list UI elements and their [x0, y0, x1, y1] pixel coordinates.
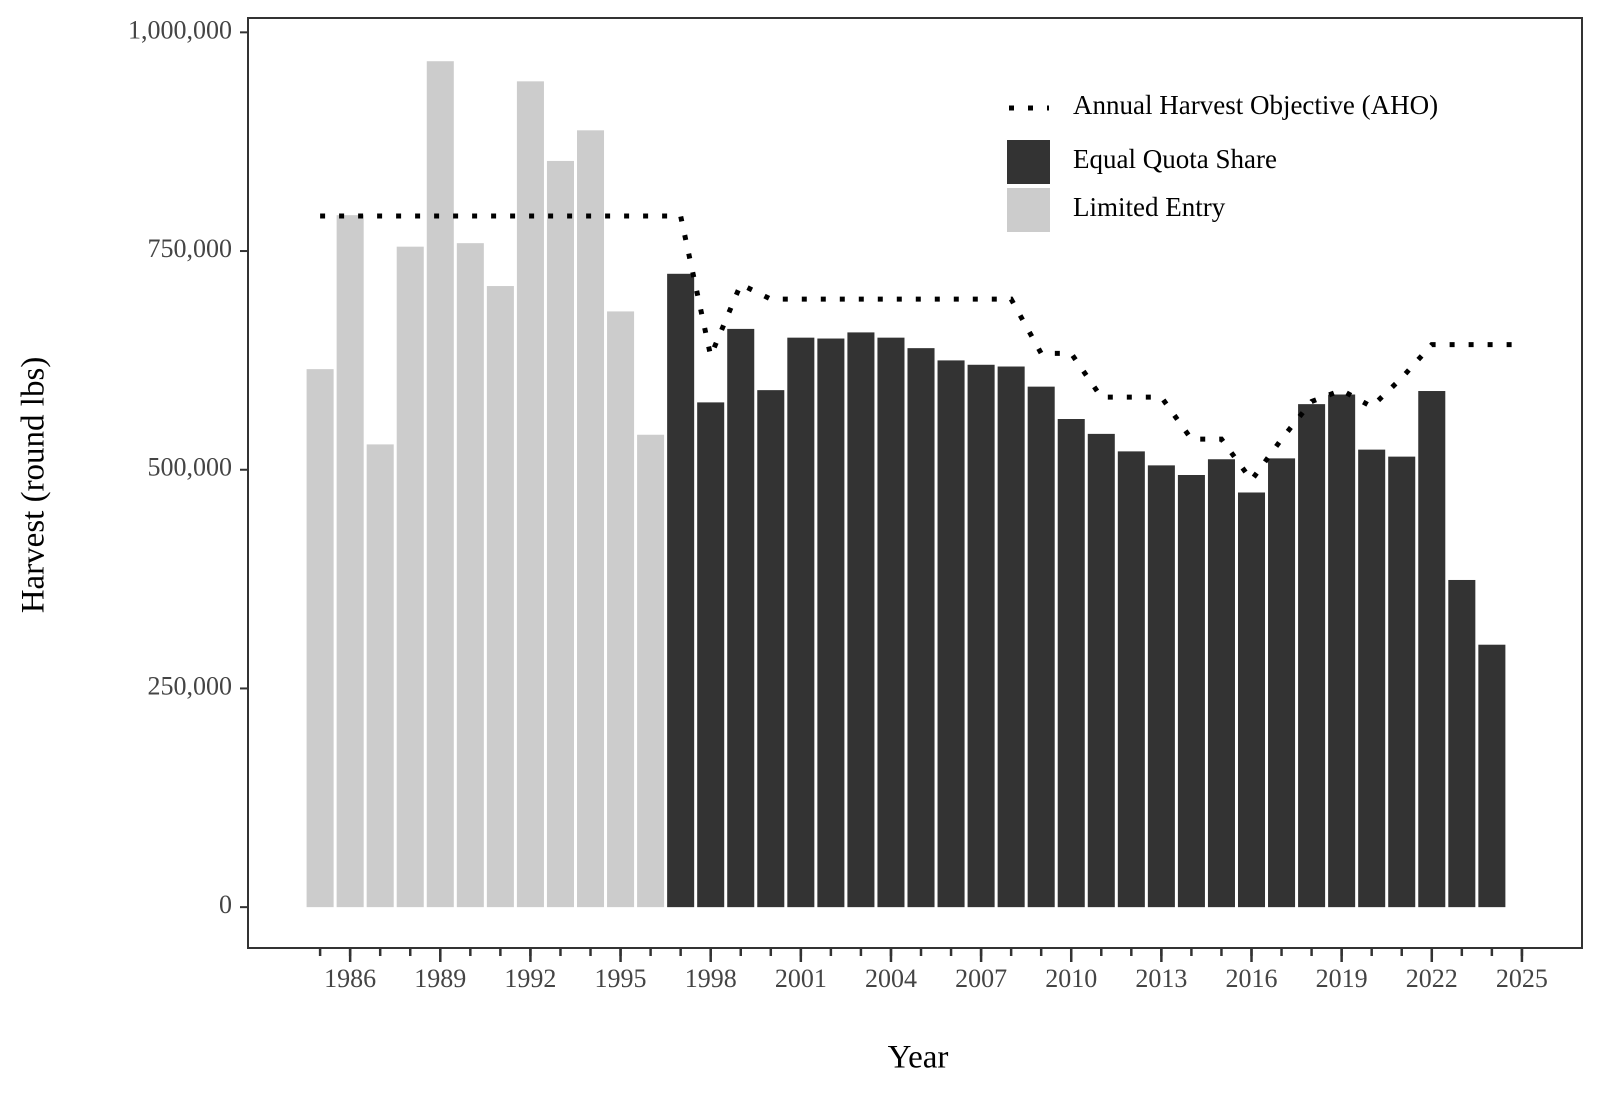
bar: [667, 273, 695, 908]
y-tick-label: 1,000,000: [128, 15, 232, 44]
x-tick-label: 2019: [1316, 964, 1368, 993]
bar: [607, 311, 635, 908]
y-tick-label: 500,000: [148, 453, 233, 482]
x-tick-label: 2022: [1406, 964, 1458, 993]
bar: [336, 215, 364, 908]
bar: [967, 364, 995, 908]
bar: [1057, 419, 1085, 908]
bar: [486, 286, 514, 908]
bar: [1418, 391, 1446, 908]
bar: [546, 160, 574, 908]
bar: [306, 369, 334, 908]
bar: [1237, 492, 1266, 908]
bar: [637, 434, 665, 908]
x-tick-label: 1986: [324, 964, 376, 993]
x-tick-label: 2007: [955, 964, 1007, 993]
bar: [1207, 459, 1235, 908]
bar: [366, 444, 394, 908]
x-tick-label: 1992: [504, 964, 556, 993]
y-tick-label: 250,000: [148, 671, 233, 700]
legend-label: Limited Entry: [1073, 192, 1226, 222]
plot-frame: [247, 17, 1583, 949]
bar: [426, 61, 454, 908]
bar: [697, 402, 725, 908]
bar: [877, 337, 905, 908]
bar: [1328, 394, 1356, 908]
bar: [787, 337, 815, 908]
bar: [456, 243, 484, 908]
x-tick-label: 2013: [1135, 964, 1187, 993]
y-tick-label: 0: [219, 890, 232, 919]
x-tick-label: 2004: [865, 964, 917, 993]
bar: [1388, 456, 1416, 908]
x-tick-label: 1998: [685, 964, 737, 993]
bar: [1177, 474, 1205, 908]
y-axis-title: Harvest (round lbs): [16, 357, 52, 614]
bar: [1478, 644, 1506, 908]
legend-label: Equal Quota Share: [1073, 144, 1277, 174]
bar: [396, 246, 424, 908]
bar: [1298, 404, 1326, 908]
bar: [727, 328, 755, 908]
x-tick-label: 1989: [414, 964, 466, 993]
x-tick-label: 2016: [1226, 964, 1278, 993]
y-tick-label: 750,000: [148, 234, 233, 263]
legend-key: [1007, 140, 1050, 184]
x-axis-title: Year: [888, 1040, 949, 1076]
bar: [576, 130, 605, 908]
bar: [1087, 433, 1115, 908]
bar: [1117, 451, 1145, 908]
x-tick-label: 2010: [1045, 964, 1097, 993]
bar: [907, 348, 935, 908]
x-tick-label: 2025: [1496, 964, 1548, 993]
bar: [937, 360, 965, 908]
bar: [757, 390, 785, 908]
bar: [997, 366, 1025, 908]
bar: [1268, 458, 1296, 908]
bar: [817, 338, 845, 908]
bar: [847, 332, 875, 908]
bar: [1147, 465, 1175, 908]
bar: [516, 81, 544, 908]
bar: [1358, 449, 1386, 908]
x-tick-label: 1995: [595, 964, 647, 993]
legend-key: [1007, 188, 1050, 232]
bar: [1448, 579, 1476, 908]
bar: [1027, 386, 1055, 908]
x-tick-label: 2001: [775, 964, 827, 993]
legend-label: Annual Harvest Objective (AHO): [1073, 90, 1438, 120]
